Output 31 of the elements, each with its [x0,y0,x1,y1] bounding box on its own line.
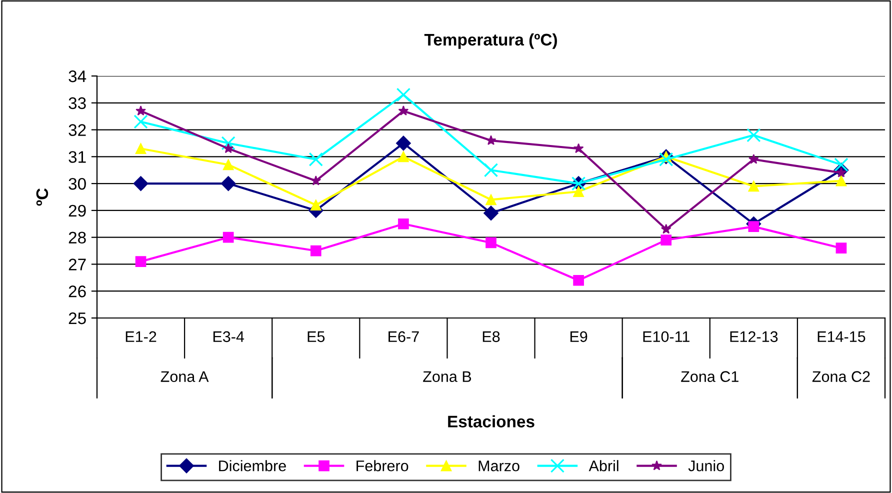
legend-label: Febrero [356,460,408,472]
x-tick-label: E1-2 [126,331,156,342]
y-tick-label: 29 [68,204,86,217]
legend-label: Marzo [478,460,520,472]
chart-title: Temperatura (ºC) [424,33,557,49]
y-tick-label: 32 [68,124,86,136]
y-tick-label: 34 [68,70,86,82]
y-tick-label: 30 [68,178,86,190]
text: Zona B [423,371,472,382]
y-tick-label: 33 [68,97,86,110]
y-tick-label: 28 [68,232,86,244]
x-tick-label: E14-15 [818,331,866,342]
text: Zona C2 [812,371,870,382]
text: Zona A [160,371,209,382]
x-tick-label: E6-7 [388,331,419,342]
x-tick-label: E3-4 [213,331,244,342]
legend-label: Abril [588,460,618,472]
x-tick-label: E12-13 [730,331,778,342]
x-tick-label: E5 [308,331,325,342]
x-axis-title: Estaciones [448,415,534,428]
y-tick-label: 31 [68,151,86,163]
y-tick-label: 26 [68,286,86,298]
y-tick-label: 25 [68,312,86,324]
x-tick-label: E8 [482,331,500,342]
x-tick-label: E9 [570,331,588,342]
legend-label: Junio [688,460,724,472]
text: Zona C1 [681,371,738,382]
y-tick-label: 27 [68,258,86,270]
y-axis-title: ºC [36,188,48,206]
legend-label: Diciembre [219,460,286,472]
x-tick-label: E10-11 [643,331,690,342]
